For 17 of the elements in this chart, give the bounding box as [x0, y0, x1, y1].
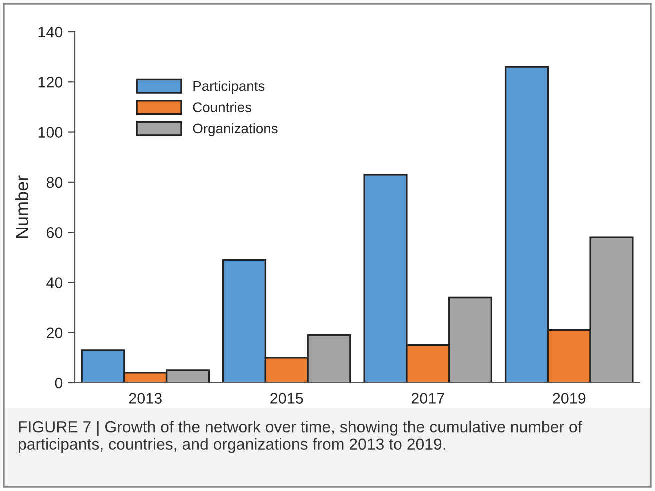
y-tick-label: 120: [38, 77, 63, 88]
y-tick-label: 0: [55, 378, 63, 389]
y-tick-label: 100: [38, 127, 63, 138]
y-tick-label: 140: [38, 26, 63, 38]
y-tick-label: 60: [46, 227, 63, 238]
x-tick-label: 2017: [412, 393, 444, 404]
legend-label: Countries: [193, 102, 252, 112]
x-tick-label: 2013: [129, 393, 162, 404]
y-tick-label: 20: [46, 328, 63, 339]
caption: FIGURE 7 | Growth of the network over time, showing the cumulative number of participants, countries, and organizations from 2013 to 2019.: [19, 421, 582, 454]
y-axis-title: Number: [15, 176, 29, 238]
legend-label: Organizations: [193, 123, 278, 136]
x-tick-label: 2015: [270, 393, 304, 404]
x-tick-label: 2019: [553, 393, 586, 404]
y-tick-label: 80: [46, 177, 63, 188]
y-tick-label: 40: [46, 278, 63, 288]
legend-label: Participants: [194, 81, 265, 94]
